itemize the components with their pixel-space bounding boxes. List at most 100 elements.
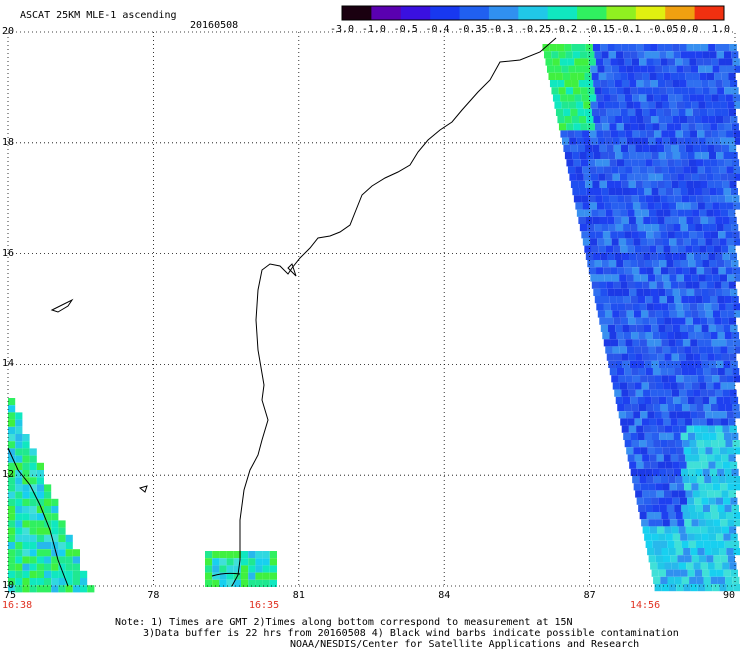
swath-cell [684, 274, 691, 281]
swath-cell [712, 339, 719, 346]
swath-cell [676, 548, 683, 555]
swath-cell [646, 368, 653, 375]
swath-cell [723, 152, 730, 159]
swath-cell [713, 174, 720, 181]
swath-cell [8, 506, 15, 513]
swath-cell [606, 282, 613, 289]
swath-cell [666, 361, 673, 368]
swath-cell [627, 138, 634, 145]
swath-cell [629, 462, 636, 469]
swath-cell [733, 303, 740, 310]
swath-cell [717, 433, 724, 440]
swath-cell [564, 80, 571, 87]
swath-cell [725, 404, 732, 411]
swath-cell [707, 73, 714, 80]
swath-cell [700, 454, 707, 461]
swath-cell [66, 549, 73, 556]
swath-cell [691, 202, 698, 209]
swath-cell [51, 578, 58, 585]
swath-cell [628, 354, 635, 361]
swath-cell [720, 346, 727, 353]
swath-cell [613, 73, 620, 80]
swath-cell [599, 318, 606, 325]
swath-cell [726, 339, 733, 346]
colorbar-swatch [518, 6, 548, 20]
swath-cell [696, 404, 703, 411]
swath-cell [646, 159, 653, 166]
swath-cell [699, 310, 706, 317]
swath-cell [711, 303, 718, 310]
swath-cell [648, 310, 655, 317]
swath-cell [654, 476, 661, 483]
swath-cell [631, 123, 638, 130]
swath-cell [571, 44, 578, 51]
swath-cell [567, 58, 574, 65]
swath-cell [690, 267, 697, 274]
swath-cell [703, 260, 710, 267]
swath-cell [721, 174, 728, 181]
swath-cell [706, 274, 713, 281]
swath-cell [570, 109, 577, 116]
swath-cell [596, 58, 603, 65]
swath-cell [732, 368, 739, 375]
swath-cell [66, 564, 73, 571]
swath-cell [601, 289, 608, 296]
swath-cell [692, 73, 699, 80]
swath-cell [584, 210, 591, 217]
swath-cell [686, 44, 693, 51]
swath-cell [704, 94, 711, 101]
swath-cell [617, 404, 624, 411]
swath-cell [707, 490, 714, 497]
swath-cell [706, 174, 713, 181]
swath-cell [615, 116, 622, 123]
swath-cell [698, 238, 705, 245]
swath-cell [674, 505, 681, 512]
swath-cell [681, 397, 688, 404]
colorbar-swatch [430, 6, 460, 20]
swath-cell [711, 577, 718, 584]
swath-cell [686, 217, 693, 224]
swath-cell [642, 418, 649, 425]
swath-cell [655, 411, 662, 418]
swath-cell [694, 325, 701, 332]
swath-cell [682, 404, 689, 411]
swath-cell [15, 477, 22, 484]
swath-cell [619, 238, 626, 245]
swath-cell [705, 238, 712, 245]
swath-cell [617, 159, 624, 166]
swath-cell [564, 44, 571, 51]
swath-cell [677, 102, 684, 109]
swath-cell [721, 246, 728, 253]
swath-cell [634, 310, 641, 317]
swath-cell [677, 138, 684, 145]
swath-cell [80, 578, 87, 585]
swath-cell [563, 109, 570, 116]
swath-cell [710, 332, 717, 339]
swath-cell [575, 202, 582, 209]
swath-cell [678, 109, 685, 116]
swath-cell [698, 411, 705, 418]
swath-cell [675, 267, 682, 274]
swath-cell [597, 66, 604, 73]
colorbar-swatch [342, 6, 372, 20]
swath-cell [725, 505, 732, 512]
swath-cell [580, 188, 587, 195]
swath-cell [650, 181, 657, 188]
swath-cell [569, 66, 576, 73]
swath-cell [622, 325, 629, 332]
swath-cell [625, 303, 632, 310]
swath-cell [699, 174, 706, 181]
swath-cell [581, 123, 588, 130]
swath-cell [673, 289, 680, 296]
swath-cell [657, 318, 664, 325]
swath-cell [703, 296, 710, 303]
swath-cell [589, 166, 596, 173]
swath-cell [8, 499, 15, 506]
swath-cell [651, 116, 658, 123]
swath-cell [658, 498, 665, 505]
swath-cell [639, 58, 646, 65]
swath-cell [714, 210, 721, 217]
swath-cell [644, 534, 651, 541]
swath-cell [724, 224, 731, 231]
swath-cell [625, 267, 632, 274]
